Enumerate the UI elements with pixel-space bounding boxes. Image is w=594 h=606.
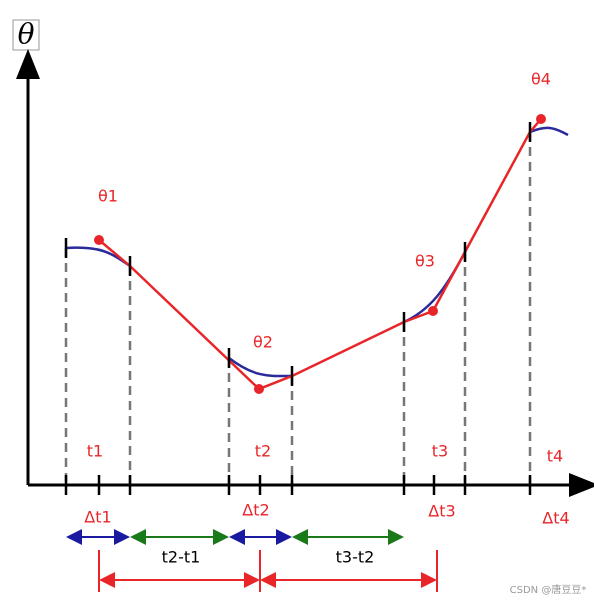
time-label: t4 [547, 447, 563, 466]
true-curve [65, 126, 569, 378]
interval-label: Δt2 [242, 501, 269, 520]
axis-label: θ [18, 18, 35, 51]
approx-line [98, 118, 542, 391]
interval-label: Δt1 [84, 508, 111, 527]
time-label: t2 [255, 442, 271, 461]
point-label: θ1 [98, 187, 118, 206]
point-label: θ3 [415, 252, 435, 271]
time-label: t3 [432, 442, 448, 461]
dashed-lines [64, 132, 532, 485]
point-label: θ4 [531, 70, 551, 89]
time-label: t1 [87, 442, 103, 461]
points [94, 114, 546, 394]
point-label: θ2 [253, 333, 273, 352]
difference-brackets [98, 550, 438, 592]
difference-label: t3-t2 [336, 548, 375, 567]
interval-label: Δt4 [542, 509, 569, 528]
difference-label: t2-t1 [162, 548, 201, 567]
watermark: CSDN @唐豆豆* [510, 583, 587, 596]
ticks [64, 122, 532, 495]
interval-label: Δt3 [428, 502, 455, 521]
